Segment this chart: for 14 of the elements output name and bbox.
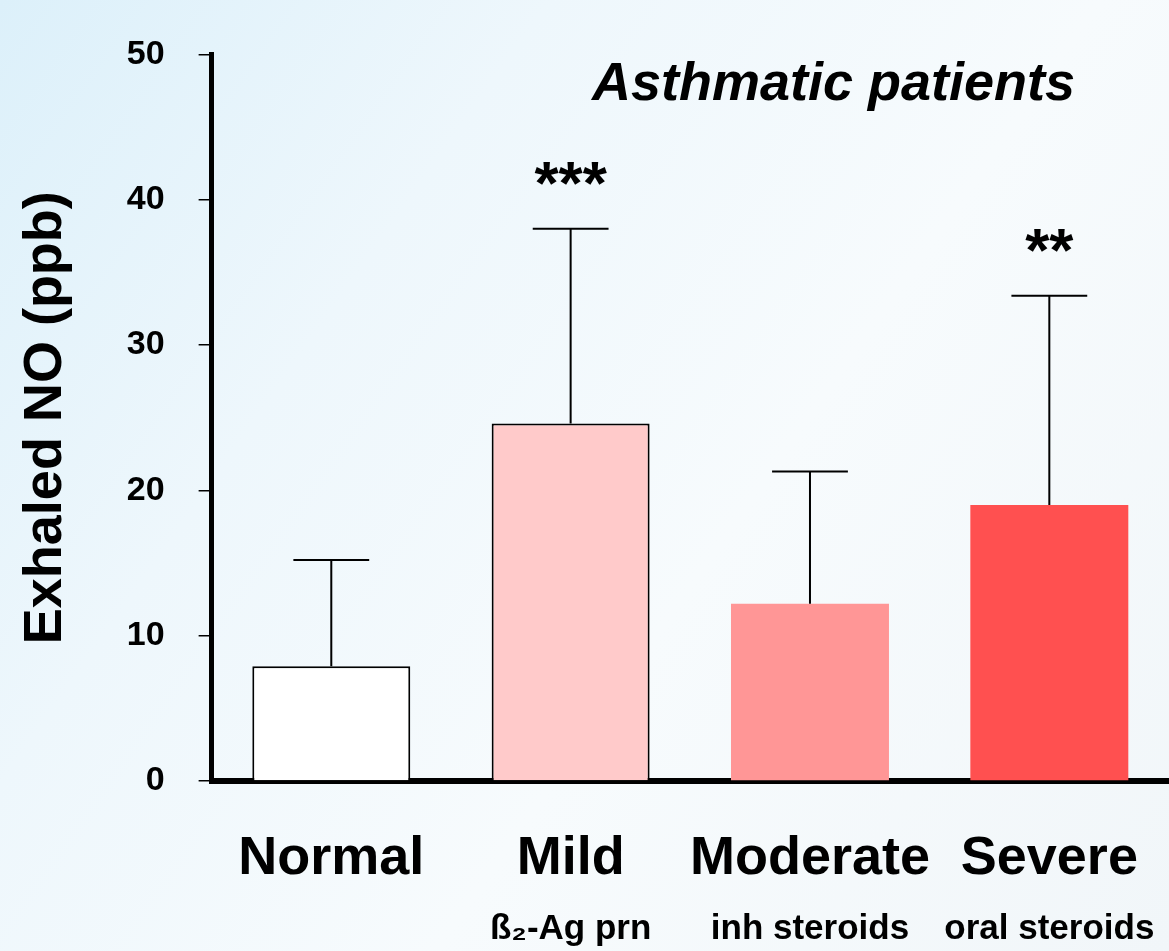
y-tick-label: 10 <box>126 614 165 653</box>
y-tick-label: 40 <box>126 178 165 217</box>
chart-title: Asthmatic patients <box>589 51 1075 112</box>
x-tick-label: Normal <box>238 824 425 885</box>
y-tick-label: 50 <box>126 32 165 71</box>
x-tick-label: Severe oral steroids <box>944 824 1155 946</box>
x-tick-label: Moderate inh steroids <box>689 824 931 946</box>
y-tick-label: 30 <box>126 323 165 362</box>
annotation: *** <box>534 147 608 217</box>
y-tick-label: 0 <box>145 759 165 798</box>
y-axis-title: Exhaled NO (ppb) <box>12 191 73 645</box>
annotation: ** <box>1025 214 1075 284</box>
y-tick-label: 20 <box>126 468 165 507</box>
x-tick-label: Mild ß₂-Ag prn <box>489 824 652 946</box>
